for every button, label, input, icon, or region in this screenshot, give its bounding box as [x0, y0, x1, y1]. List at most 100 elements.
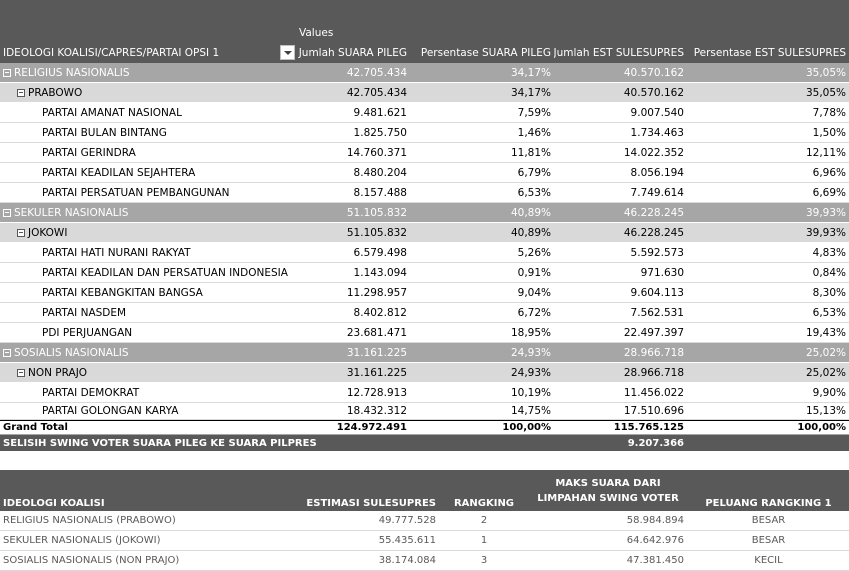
pivot-cell-jumlah-est: 40.570.162 — [623, 66, 684, 79]
pivot-row: PARTAI PERSATUAN PEMBANGUNAN 8.157.488 6,5… — [0, 183, 849, 203]
pivot-cell-jumlah-est: 46.228.245 — [623, 226, 684, 239]
pivot-row-label: PARTAI PERSATUAN PEMBANGUNAN — [42, 186, 230, 199]
pivot-row-label: PARTAI KEADILAN SEJAHTERA — [42, 166, 196, 179]
pivot-cell-jumlah-est: 9.007.540 — [630, 106, 684, 119]
pivot-row-label-cell: PARTAI BULAN BINTANG — [0, 123, 296, 142]
pivot-cell-jumlah-est: 28.966.718 — [623, 366, 684, 379]
summary-cell-rangking: 3 — [480, 555, 488, 566]
row-filter-dropdown-icon[interactable] — [280, 45, 295, 60]
summary-col-ideologi: IDEOLOGI KOALISI — [3, 498, 105, 509]
pivot-row: PRABOWO 42.705.434 34,17% 40.570.162 35,05% — [0, 83, 849, 103]
summary-cell-peluang: BESAR — [751, 535, 786, 546]
summary-cell-ideologi: RELIGIUS NASIONALIS (PRABOWO) — [3, 515, 176, 526]
collapse-icon[interactable] — [17, 228, 25, 237]
pivot-row: JOKOWI 51.105.832 40,89% 46.228.245 39,93% — [0, 223, 849, 243]
pivot-cell-jumlah-pileg: 8.402.812 — [353, 306, 407, 319]
pivot-cell-jumlah-pileg: 23.681.471 — [346, 326, 407, 339]
pivot-cell-persen-pileg: 14,75% — [510, 405, 551, 417]
summary-cell-estimasi: 38.174.084 — [378, 555, 436, 566]
col-header-persen-pileg[interactable]: Persentase SUARA PILEG — [420, 47, 551, 59]
pivot-row-label[interactable]: NON PRAJO — [28, 366, 88, 379]
pivot-cell-jumlah-pileg: 9.481.621 — [353, 106, 407, 119]
pivot-row: PARTAI KEADILAN DAN PERSATUAN INDONESIA 1… — [0, 263, 849, 283]
pivot-cell-jumlah-pileg: 51.105.832 — [346, 226, 407, 239]
summary-col-estimasi: ESTIMASI SULESUPRES — [306, 498, 436, 509]
pivot-cell-persen-est: 6,53% — [812, 306, 846, 319]
pivot-row-label[interactable]: PRABOWO — [28, 86, 83, 99]
pivot-row-label[interactable]: RELIGIUS NASIONALIS — [14, 66, 130, 79]
pivot-cell-persen-est: 35,05% — [805, 66, 846, 79]
pivot-cell-jumlah-pileg: 6.579.498 — [353, 246, 407, 259]
pivot-cell-jumlah-pileg: 1.825.750 — [353, 126, 407, 139]
pivot-cell-jumlah-est: 9.604.113 — [630, 286, 684, 299]
grand-total-jumlah-pileg: 124.972.491 — [336, 422, 407, 433]
pivot-header: Values IDEOLOGI KOALISI/CAPRES/PARTAI OP… — [0, 0, 849, 63]
pivot-cell-jumlah-pileg: 42.705.434 — [346, 86, 407, 99]
pivot-row: PARTAI AMANAT NASIONAL 9.481.621 7,59% 9.00… — [0, 103, 849, 123]
pivot-cell-persen-pileg: 34,17% — [510, 86, 551, 99]
pivot-row-label-cell: PDI PERJUANGAN — [0, 323, 296, 342]
collapse-icon[interactable] — [3, 348, 11, 357]
pivot-cell-persen-pileg: 5,26% — [517, 246, 551, 259]
pivot-cell-persen-pileg: 9,04% — [517, 286, 551, 299]
pivot-cell-persen-est: 19,43% — [805, 326, 846, 339]
pivot-cell-jumlah-pileg: 42.705.434 — [346, 66, 407, 79]
summary-header: IDEOLOGI KOALISI ESTIMASI SULESUPRES RAN… — [0, 470, 849, 511]
row-field-header: IDEOLOGI KOALISI/CAPRES/PARTAI OPSI 1 — [3, 47, 220, 59]
summary-row: SEKULER NASIONALIS (JOKOWI) 55.435.611 1 64… — [0, 531, 849, 551]
pivot-cell-persen-pileg: 40,89% — [510, 206, 551, 219]
collapse-icon[interactable] — [17, 368, 25, 377]
pivot-row-label-cell: SOSIALIS NASIONALIS — [0, 343, 296, 362]
summary-cell-maks-suara: 47.381.450 — [626, 555, 684, 566]
summary-col-peluang: PELUANG RANGKING 1 — [705, 498, 832, 509]
swing-voter-value: 9.207.366 — [627, 437, 684, 449]
grand-total-persen-est: 100,00% — [797, 422, 846, 433]
summary-col-maks-suara: MAKS SUARA DARI LIMPAHAN SWING VOTER — [537, 477, 679, 504]
pivot-cell-persen-est: 35,05% — [805, 86, 846, 99]
summary-cell-peluang: KECIL — [754, 555, 783, 566]
pivot-cell-persen-pileg: 7,59% — [517, 106, 551, 119]
pivot-row-label-cell: PARTAI GOLONGAN KARYA — [0, 403, 296, 419]
pivot-row: RELIGIUS NASIONALIS 42.705.434 34,17% 40.57… — [0, 63, 849, 83]
pivot-cell-persen-est: 1,50% — [812, 126, 846, 139]
summary-col-rangking: RANGKING — [453, 498, 515, 509]
pivot-row-label: PARTAI GOLONGAN KARYA — [42, 405, 179, 417]
pivot-cell-persen-est: 8,30% — [812, 286, 846, 299]
pivot-row-label[interactable]: SEKULER NASIONALIS — [14, 206, 129, 219]
swing-voter-row: SELISIH SWING VOTER SUARA PILEG KE SUARA… — [0, 435, 849, 451]
pivot-cell-persen-est: 6,69% — [812, 186, 846, 199]
pivot-cell-persen-pileg: 24,93% — [510, 346, 551, 359]
pivot-row-label[interactable]: SOSIALIS NASIONALIS — [14, 346, 129, 359]
pivot-row: PARTAI KEADILAN SEJAHTERA 8.480.204 6,79% 8… — [0, 163, 849, 183]
pivot-row: PARTAI NASDEM 8.402.812 6,72% 7.562.531 6,53… — [0, 303, 849, 323]
pivot-cell-persen-pileg: 24,93% — [510, 366, 551, 379]
col-header-jumlah-pileg[interactable]: Jumlah SUARA PILEG — [298, 47, 407, 59]
collapse-icon[interactable] — [3, 68, 11, 77]
pivot-row: PARTAI KEBANGKITAN BANGSA 11.298.957 9,04%… — [0, 283, 849, 303]
summary-cell-peluang: BESAR — [751, 515, 786, 526]
summary-cell-rangking: 1 — [480, 535, 488, 546]
summary-row: RELIGIUS NASIONALIS (PRABOWO) 49.777.528 2… — [0, 511, 849, 531]
pivot-row-label: PARTAI NASDEM — [42, 306, 127, 319]
col-header-jumlah-est[interactable]: Jumlah EST SULESUPRES — [554, 47, 684, 59]
pivot-row-label-cell: PARTAI HATI NURANI RAKYAT — [0, 243, 296, 262]
pivot-row: PARTAI DEMOKRAT 12.728.913 10,19% 11.456.02… — [0, 383, 849, 403]
pivot-cell-jumlah-est: 8.056.194 — [630, 166, 684, 179]
pivot-cell-jumlah-pileg: 8.157.488 — [353, 186, 407, 199]
pivot-row-label[interactable]: JOKOWI — [28, 226, 68, 239]
collapse-icon[interactable] — [17, 88, 25, 97]
col-header-persen-est[interactable]: Persentase EST SULESUPRES — [693, 47, 846, 59]
pivot-row-label-cell: SEKULER NASIONALIS — [0, 203, 296, 222]
summary-row: SOSIALIS NASIONALIS (NON PRAJO) 38.174.08… — [0, 551, 849, 571]
pivot-cell-jumlah-est: 28.966.718 — [623, 346, 684, 359]
pivot-cell-jumlah-est: 1.734.463 — [630, 126, 684, 139]
summary-cell-ideologi: SEKULER NASIONALIS (JOKOWI) — [3, 535, 161, 546]
pivot-row-label: PARTAI BULAN BINTANG — [42, 126, 167, 139]
collapse-icon[interactable] — [3, 208, 11, 217]
pivot-cell-jumlah-pileg: 1.143.094 — [353, 266, 407, 279]
values-label: Values — [299, 27, 334, 39]
pivot-row-label-cell: PRABOWO — [0, 83, 296, 102]
pivot-cell-jumlah-pileg: 8.480.204 — [353, 166, 407, 179]
pivot-row-label-cell: PARTAI KEADILAN SEJAHTERA — [0, 163, 296, 182]
pivot-row-label-cell: PARTAI KEBANGKITAN BANGSA — [0, 283, 296, 302]
